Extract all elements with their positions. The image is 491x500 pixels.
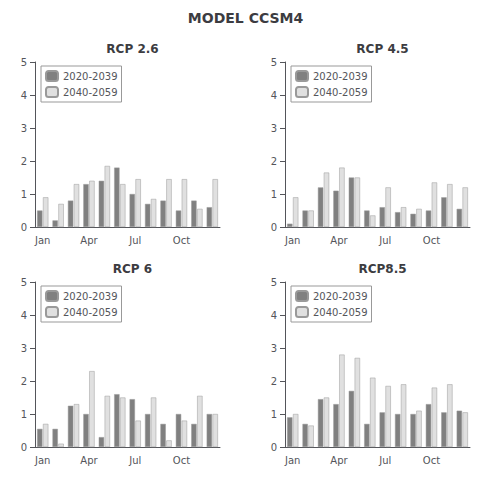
svg-text:2040-2059: 2040-2059 xyxy=(313,307,368,318)
svg-text:5: 5 xyxy=(271,277,277,288)
svg-text:Jan: Jan xyxy=(284,235,300,246)
svg-text:0: 0 xyxy=(21,442,27,453)
svg-text:2020-2039: 2020-2039 xyxy=(63,291,118,302)
svg-text:Apr: Apr xyxy=(330,235,348,246)
svg-text:1: 1 xyxy=(271,409,277,420)
svg-text:2020-2039: 2020-2039 xyxy=(313,71,368,82)
svg-text:MODEL CCSM4: MODEL CCSM4 xyxy=(188,10,304,26)
svg-text:4: 4 xyxy=(21,90,27,101)
svg-text:Oct: Oct xyxy=(423,455,440,466)
svg-text:3: 3 xyxy=(271,343,277,354)
svg-text:Jul: Jul xyxy=(378,455,391,466)
svg-text:2040-2059: 2040-2059 xyxy=(63,87,118,98)
svg-text:Jul: Jul xyxy=(128,235,141,246)
svg-text:Oct: Oct xyxy=(173,455,190,466)
svg-text:0: 0 xyxy=(271,442,277,453)
svg-text:1: 1 xyxy=(21,189,27,200)
svg-text:2: 2 xyxy=(271,376,277,387)
svg-text:5: 5 xyxy=(21,277,27,288)
svg-text:2: 2 xyxy=(21,156,27,167)
svg-text:Oct: Oct xyxy=(423,235,440,246)
svg-text:2: 2 xyxy=(21,376,27,387)
svg-text:Apr: Apr xyxy=(330,455,348,466)
svg-text:4: 4 xyxy=(271,90,277,101)
svg-text:1: 1 xyxy=(21,409,27,420)
svg-text:4: 4 xyxy=(21,310,27,321)
svg-text:Jan: Jan xyxy=(34,235,50,246)
svg-text:Jul: Jul xyxy=(128,455,141,466)
svg-text:0: 0 xyxy=(271,222,277,233)
svg-text:2040-2059: 2040-2059 xyxy=(63,307,118,318)
svg-text:1: 1 xyxy=(271,189,277,200)
svg-text:Jul: Jul xyxy=(378,235,391,246)
svg-text:2: 2 xyxy=(271,156,277,167)
svg-text:2020-2039: 2020-2039 xyxy=(63,71,118,82)
svg-text:Oct: Oct xyxy=(173,235,190,246)
svg-text:RCP 2.6: RCP 2.6 xyxy=(106,42,158,56)
svg-text:RCP 6: RCP 6 xyxy=(113,262,152,276)
svg-text:Apr: Apr xyxy=(80,235,98,246)
svg-text:RCP 4.5: RCP 4.5 xyxy=(356,42,408,56)
svg-text:2020-2039: 2020-2039 xyxy=(313,291,368,302)
svg-text:RCP8.5: RCP8.5 xyxy=(358,262,406,276)
svg-text:5: 5 xyxy=(271,57,277,68)
svg-text:Jan: Jan xyxy=(34,455,50,466)
svg-text:0: 0 xyxy=(21,222,27,233)
svg-text:5: 5 xyxy=(21,57,27,68)
svg-text:3: 3 xyxy=(271,123,277,134)
svg-text:3: 3 xyxy=(21,343,27,354)
svg-text:4: 4 xyxy=(271,310,277,321)
svg-text:Apr: Apr xyxy=(80,455,98,466)
svg-text:Jan: Jan xyxy=(284,455,300,466)
svg-text:3: 3 xyxy=(21,123,27,134)
svg-text:2040-2059: 2040-2059 xyxy=(313,87,368,98)
